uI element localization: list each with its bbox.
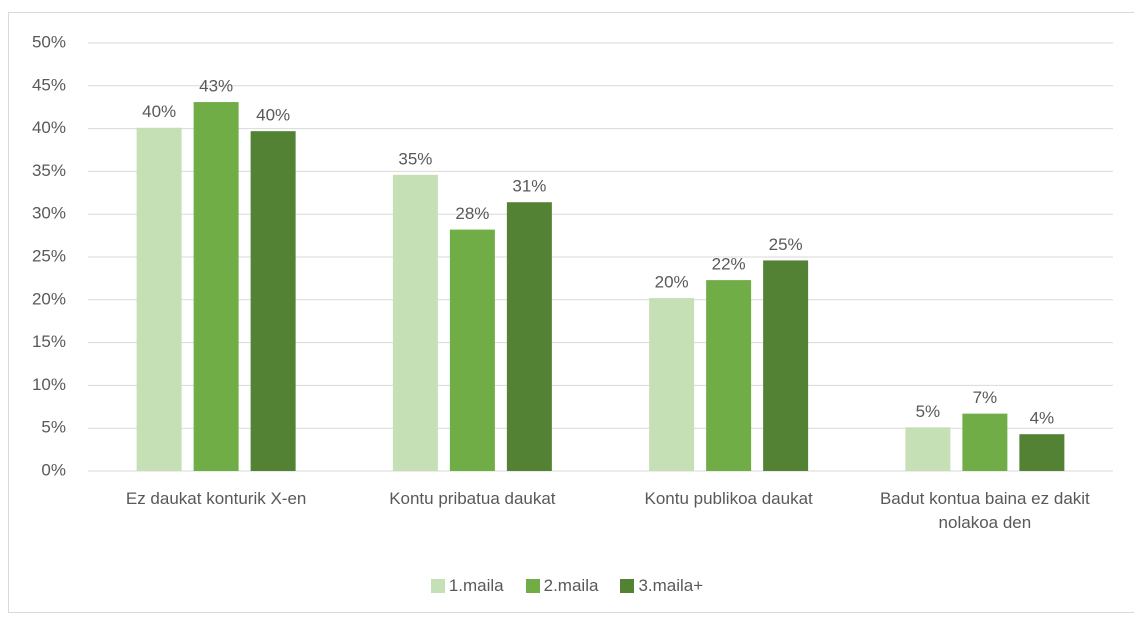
legend: 1.maila 2.maila 3.maila+ <box>0 576 1134 596</box>
data-label: 20% <box>655 273 689 292</box>
legend-entry: 1.maila <box>430 576 504 596</box>
data-label: 35% <box>398 149 432 168</box>
data-label: 40% <box>256 106 290 125</box>
data-label: 28% <box>455 204 489 223</box>
data-label: 22% <box>712 255 746 274</box>
bar <box>506 202 552 471</box>
bar <box>905 427 951 471</box>
bar <box>392 174 438 471</box>
x-tick-label: Kontu publikoa daukat <box>644 489 813 508</box>
y-tick-label: 15% <box>32 332 66 351</box>
bar <box>449 229 495 471</box>
data-label: 40% <box>142 102 176 121</box>
y-tick-label: 5% <box>41 418 66 437</box>
legend-label: 1.maila <box>448 576 504 595</box>
y-tick-label: 25% <box>32 246 66 265</box>
bar <box>649 298 695 471</box>
data-label: 31% <box>512 177 546 196</box>
data-label: 7% <box>973 388 998 407</box>
x-tick-label: Ez daukat konturik X-en <box>125 489 307 508</box>
chart-frame <box>8 12 1134 613</box>
y-tick-label: 40% <box>32 118 66 137</box>
bar <box>1019 434 1065 471</box>
y-tick-label: 10% <box>32 375 66 394</box>
data-label: 5% <box>916 402 941 421</box>
bar <box>136 127 182 471</box>
x-tick-label: Badut kontua baina ez dakit nolakoa den <box>879 489 1090 532</box>
legend-entry: 3.maila+ <box>620 576 703 596</box>
y-tick-label: 30% <box>32 204 66 223</box>
legend-swatch <box>620 579 635 593</box>
y-tick-label: 35% <box>32 161 66 180</box>
y-tick-label: 45% <box>32 75 66 94</box>
bar <box>962 413 1008 471</box>
legend-label: 3.maila+ <box>638 576 704 595</box>
data-label: 4% <box>1030 409 1055 428</box>
x-tick-label: Kontu pribatua daukat <box>389 489 556 508</box>
legend-label: 2.maila <box>543 576 599 595</box>
bar <box>250 131 296 471</box>
y-tick-label: 50% <box>32 32 66 51</box>
legend-swatch <box>525 579 540 593</box>
bar <box>763 260 809 471</box>
bar <box>193 102 239 472</box>
data-label: 43% <box>199 77 233 96</box>
legend-entry: 2.maila <box>525 576 599 596</box>
bar <box>706 280 752 471</box>
legend-swatch <box>430 579 445 593</box>
data-label: 25% <box>769 235 803 254</box>
y-tick-label: 0% <box>41 460 66 479</box>
y-tick-label: 20% <box>32 289 66 308</box>
